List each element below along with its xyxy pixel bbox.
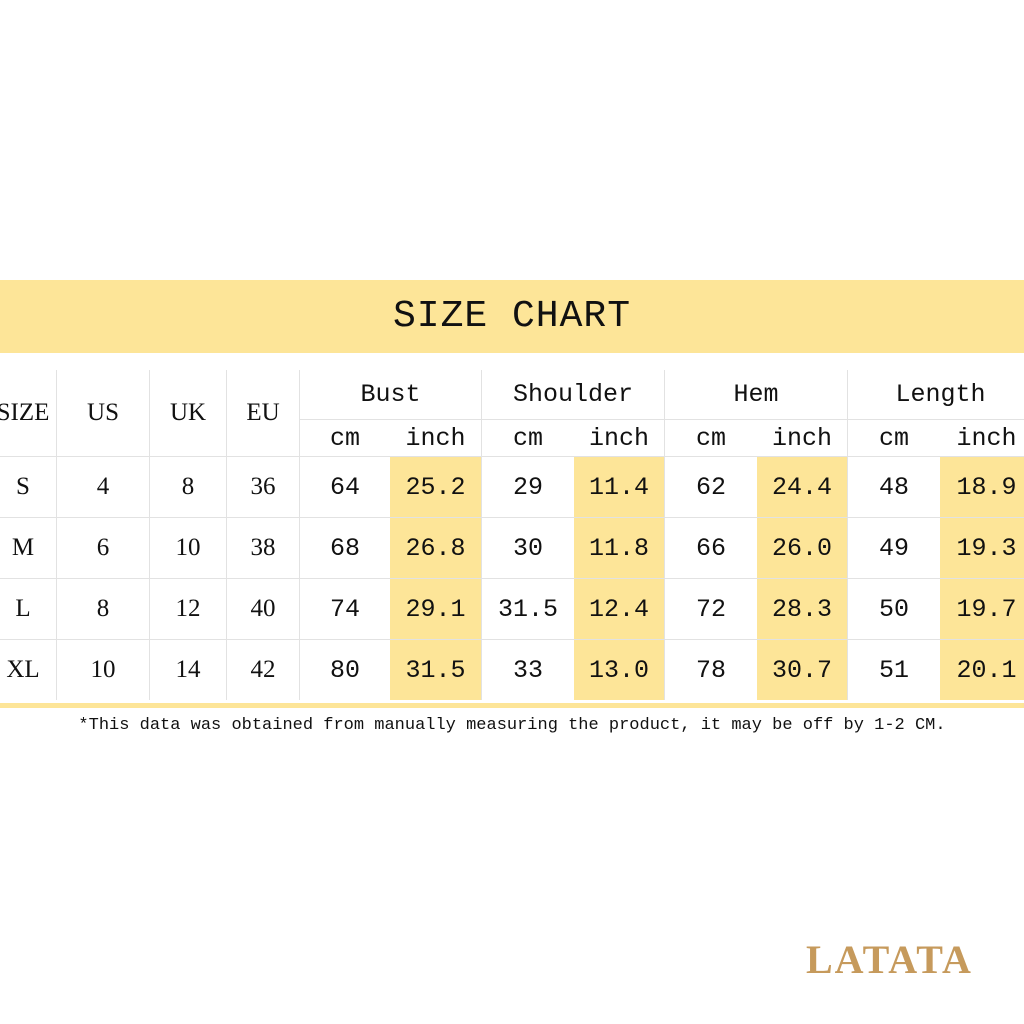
value-cell: 66 [665,517,757,578]
value-cell: 33 [482,639,574,700]
value-cell: 12.4 [574,578,665,639]
value-cell: 74 [300,578,390,639]
unit-header: inch [757,420,848,456]
value-cell: 30 [482,517,574,578]
value-cell: 49 [848,517,940,578]
value-cell: 40 [227,578,300,639]
value-cell: 4 [57,456,150,517]
unit-header: cm [512,423,543,453]
value-cell: 42 [227,639,300,700]
value-cell: 20.1 [940,639,1024,700]
bottom-rule [0,703,1024,708]
value-cell: 29 [482,456,574,517]
value-cell: 80 [300,639,390,700]
group-header: Hem [665,370,848,420]
value-cell: 51 [848,639,940,700]
value-cell: 28.3 [757,578,848,639]
value-cell: 11.8 [574,517,665,578]
value-cell: 13.0 [574,639,665,700]
size-label: L [0,578,57,639]
value-cell: 26.0 [757,517,848,578]
value-cell: 19.7 [940,578,1024,639]
value-cell: 72 [665,578,757,639]
value-cell: 8 [57,578,150,639]
header-cell: EU [227,370,300,456]
header-cell: SIZE [0,370,57,456]
value-cell: 11.4 [574,456,665,517]
value-cell: 50 [848,578,940,639]
value-cell: 29.1 [390,578,482,639]
value-cell: 31.5 [482,578,574,639]
value-cell: 10 [57,639,150,700]
unit-header: inch [940,420,1024,456]
title: SIZE CHART [392,295,632,338]
unit-header: cm [695,423,726,453]
size-label: M [0,517,57,578]
value-cell: 68 [300,517,390,578]
unit-header: inch [390,420,482,456]
group-header: Length [848,370,1024,420]
value-cell: 38 [227,517,300,578]
value-cell: 6 [57,517,150,578]
value-cell: 64 [300,456,390,517]
unit-header: inch [574,420,665,456]
value-cell: 36 [227,456,300,517]
value-cell: 31.5 [390,639,482,700]
header-cell: UK [150,370,227,456]
group-header: Bust [300,370,482,420]
group-header: Shoulder [482,370,665,420]
brand: LATATA [806,937,973,982]
value-cell: 10 [150,517,227,578]
value-cell: 78 [665,639,757,700]
value-cell: 25.2 [390,456,482,517]
value-cell: 48 [848,456,940,517]
value-cell: 8 [150,456,227,517]
unit-header: cm [878,423,909,453]
value-cell: 12 [150,578,227,639]
unit-header: cm [329,423,360,453]
size-label: XL [0,639,57,700]
value-cell: 62 [665,456,757,517]
value-cell: 30.7 [757,639,848,700]
value-cell: 14 [150,639,227,700]
size-label: S [0,456,57,517]
value-cell: 24.4 [757,456,848,517]
footnote: *This data was obtained from manually me… [78,716,946,735]
value-cell: 19.3 [940,517,1024,578]
value-cell: 26.8 [390,517,482,578]
value-cell: 18.9 [940,456,1024,517]
title-band [0,280,1024,353]
header-cell: US [57,370,150,456]
